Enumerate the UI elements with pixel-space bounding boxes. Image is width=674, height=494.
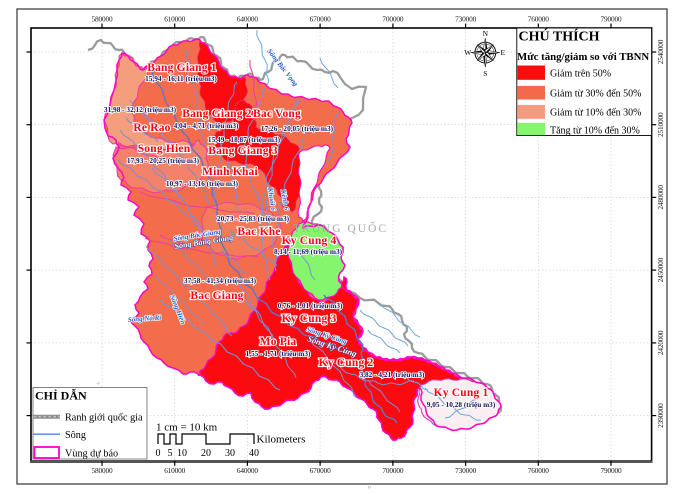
svg-text:580000: 580000 bbox=[92, 15, 113, 24]
svg-text:15,49 - 18,87 (triệu m3): 15,49 - 18,87 (triệu m3) bbox=[208, 135, 281, 144]
svg-text:Bac Vong: Bac Vong bbox=[253, 108, 301, 120]
svg-text:Ky Cung 2: Ky Cung 2 bbox=[319, 357, 374, 369]
svg-text:N: N bbox=[483, 29, 489, 38]
svg-text:10: 10 bbox=[177, 448, 187, 459]
svg-text:2450000: 2450000 bbox=[656, 257, 665, 282]
svg-text:790000: 790000 bbox=[601, 15, 622, 24]
svg-text:730000: 730000 bbox=[455, 466, 476, 475]
svg-text:4,04 - 4,71 (triệu m3): 4,04 - 4,71 (triệu m3) bbox=[174, 121, 239, 130]
svg-text:Bac Khe: Bac Khe bbox=[237, 226, 280, 238]
svg-text:Bang Giang 2: Bang Giang 2 bbox=[182, 108, 252, 120]
svg-text:1 cm = 10 km: 1 cm = 10 km bbox=[156, 422, 218, 434]
svg-text:Giảm từ 10% đến 30%: Giảm từ 10% đến 30% bbox=[550, 108, 642, 119]
svg-text:Minh Khai: Minh Khai bbox=[202, 166, 258, 178]
svg-text:670000: 670000 bbox=[310, 466, 331, 475]
svg-text:5: 5 bbox=[168, 448, 173, 459]
svg-text:730000: 730000 bbox=[455, 15, 476, 24]
svg-text:9,05 - 10,28 (triệu m3): 9,05 - 10,28 (triệu m3) bbox=[427, 400, 496, 409]
svg-text:2540000: 2540000 bbox=[656, 39, 665, 64]
svg-text:W: W bbox=[464, 48, 472, 57]
svg-text:Mo Pia: Mo Pia bbox=[260, 336, 297, 348]
svg-text:20,73 - 25,83 (triệu m3): 20,73 - 25,83 (triệu m3) bbox=[217, 214, 290, 223]
svg-text:17,93 - 20,25 (triệu m3): 17,93 - 20,25 (triệu m3) bbox=[127, 156, 200, 165]
svg-text:37,58 - 41,34 (triệu m3): 37,58 - 41,34 (triệu m3) bbox=[184, 276, 257, 285]
svg-text:Ky Cung 1: Ky Cung 1 bbox=[434, 387, 489, 399]
svg-text:0,76 - 1,01 (triệu m3): 0,76 - 1,01 (triệu m3) bbox=[278, 301, 343, 310]
svg-text:Bang Giang 1: Bang Giang 1 bbox=[147, 62, 217, 74]
svg-text:Giảm trên 50%: Giảm trên 50% bbox=[550, 69, 611, 80]
svg-text:Bac Giang: Bac Giang bbox=[190, 290, 243, 302]
svg-text:8,14 - 11,69 (triệu m3): 8,14 - 11,69 (triệu m3) bbox=[274, 247, 343, 256]
svg-text:760000: 760000 bbox=[528, 15, 549, 24]
svg-text:+: + bbox=[96, 379, 101, 388]
svg-text:17,26 - 20,05 (triệu m3): 17,26 - 20,05 (triệu m3) bbox=[261, 124, 334, 133]
svg-text:790000: 790000 bbox=[601, 466, 622, 475]
svg-text:20: 20 bbox=[201, 448, 211, 459]
svg-text:580000: 580000 bbox=[92, 466, 113, 475]
svg-text:640000: 640000 bbox=[237, 466, 258, 475]
svg-text:Song Hien: Song Hien bbox=[138, 143, 191, 155]
svg-text:E: E bbox=[501, 48, 506, 57]
svg-text:670000: 670000 bbox=[310, 15, 331, 24]
svg-text:30: 30 bbox=[225, 448, 235, 459]
svg-text:2510000: 2510000 bbox=[656, 112, 665, 137]
svg-text:Tăng từ 10% đến 30%: Tăng từ 10% đến 30% bbox=[550, 126, 640, 137]
svg-text:0: 0 bbox=[156, 448, 161, 459]
svg-text:15,94 - 16,11 (triệu m3): 15,94 - 16,11 (triệu m3) bbox=[145, 74, 217, 83]
svg-text:Bang Giang 3: Bang Giang 3 bbox=[208, 145, 278, 157]
svg-text:2420000: 2420000 bbox=[656, 330, 665, 355]
svg-text:40: 40 bbox=[249, 448, 259, 459]
svg-text:Vùng dự báo: Vùng dự báo bbox=[65, 449, 118, 460]
svg-text:Ky Cung 4: Ky Cung 4 bbox=[282, 235, 337, 247]
svg-text:Giảm từ 30% đến 50%: Giảm từ 30% đến 50% bbox=[550, 89, 642, 100]
svg-text:TRUNG QUỐC: TRUNG QUỐC bbox=[293, 220, 388, 235]
svg-text:700000: 700000 bbox=[382, 15, 403, 24]
svg-text:640000: 640000 bbox=[237, 15, 258, 24]
svg-text:Sông: Sông bbox=[65, 430, 86, 441]
svg-text:760000: 760000 bbox=[528, 466, 549, 475]
svg-text:2480000: 2480000 bbox=[656, 185, 665, 210]
svg-text:610000: 610000 bbox=[164, 15, 185, 24]
svg-text:Sông Nà Rì: Sông Nà Rì bbox=[128, 314, 162, 324]
svg-text:1,55 - 1,71 (triệu m3): 1,55 - 1,71 (triệu m3) bbox=[246, 349, 311, 358]
svg-text:CHÚ THÍCH: CHÚ THÍCH bbox=[519, 28, 600, 45]
svg-text:Kilometers: Kilometers bbox=[257, 434, 306, 446]
svg-text:°: ° bbox=[368, 485, 371, 493]
svg-text:700000: 700000 bbox=[382, 466, 403, 475]
svg-text:610000: 610000 bbox=[164, 466, 185, 475]
svg-text:31,98 - 32,12 (triệu m3): 31,98 - 32,12 (triệu m3) bbox=[104, 105, 177, 114]
svg-text:Re Rao: Re Rao bbox=[133, 122, 170, 134]
svg-text:CHỈ DẪN: CHỈ DẪN bbox=[35, 388, 87, 403]
svg-text:3,82 - 4,21 (triệu m3): 3,82 - 4,21 (triệu m3) bbox=[360, 370, 425, 379]
svg-text:2390000: 2390000 bbox=[656, 403, 665, 428]
svg-text:Ranh giới quốc gia: Ranh giới quốc gia bbox=[65, 413, 143, 424]
svg-text:Ky Cung 3: Ky Cung 3 bbox=[282, 313, 337, 325]
svg-text:10,97 - 13,16 (triệu m3): 10,97 - 13,16 (triệu m3) bbox=[166, 179, 239, 188]
svg-text:Mức tăng/giảm so với TBNN: Mức tăng/giảm so với TBNN bbox=[517, 51, 649, 63]
svg-text:S: S bbox=[483, 69, 487, 78]
